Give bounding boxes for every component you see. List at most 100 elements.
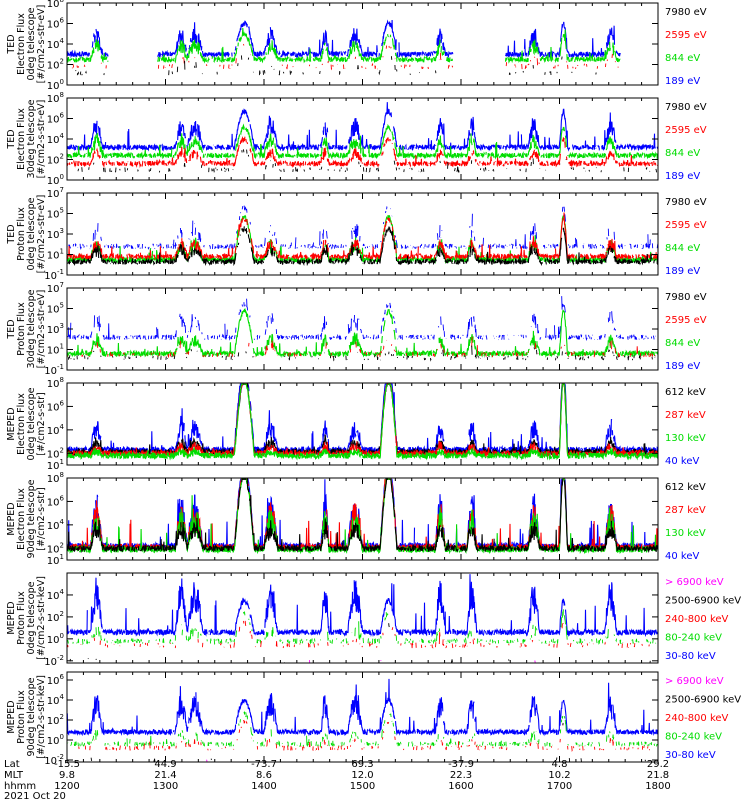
legend-label: 189 eV (665, 266, 700, 277)
time-axis-value: -73.7 (251, 759, 277, 770)
legend-label: 7980 eV (665, 7, 707, 18)
y-axis-label: Proton Flux (16, 302, 27, 356)
time-axis-row-label: hhmm (4, 781, 36, 792)
y-tick-label: 100 (47, 733, 64, 747)
time-axis-value: 22.3 (450, 770, 472, 781)
legend-label: 7980 eV (665, 292, 707, 303)
series-line (79, 720, 657, 750)
y-tick-label: 10-1 (44, 268, 64, 282)
y-axis-label: MEPED (6, 700, 17, 733)
y-tick-label: 101 (47, 343, 64, 357)
y-axis-label: [#/cm2-s-str-eV] (36, 100, 47, 179)
time-axis-value: 1200 (54, 781, 79, 792)
y-axis-label: MEPED (6, 502, 17, 535)
legend-label: 844 eV (665, 148, 700, 159)
y-tick-label: 100 (47, 78, 64, 92)
series-line (67, 123, 658, 160)
y-tick-label: 107 (47, 281, 64, 295)
y-tick-label: 104 (47, 132, 65, 146)
legend-label: 30-80 keV (665, 750, 716, 761)
y-tick-label: 106 (47, 399, 65, 413)
series-line (67, 383, 658, 459)
y-axis-label: [#/cm2-s-str-keV] (36, 576, 47, 660)
y-tick-label: 10-2 (44, 753, 64, 767)
y-axis-label: [#/cm2-s-str-keV] (36, 675, 47, 759)
y-axis-label: 90deg telescope (26, 677, 37, 756)
legend-label: 2595 eV (665, 30, 707, 41)
legend-label: > 6900 keV (665, 676, 724, 687)
series-line (67, 678, 658, 737)
y-axis-label: [#/cm2-s-str-eV] (36, 195, 47, 274)
time-axis-value: 21.4 (154, 770, 176, 781)
time-axis-value: 12.0 (351, 770, 373, 781)
y-tick-label: 105 (47, 207, 64, 221)
y-axis-label: Proton Flux (16, 591, 27, 645)
legend-label: 844 eV (665, 243, 700, 254)
time-axis-value: 21.8 (647, 770, 669, 781)
y-tick-label: 104 (47, 693, 65, 707)
legend-label: 189 eV (665, 171, 700, 182)
time-axis-value: 29.2 (647, 759, 669, 770)
y-axis-label: TED (6, 224, 17, 244)
series-line (67, 308, 658, 359)
y-axis-label: TED (6, 129, 17, 149)
y-tick-label: 106 (47, 112, 65, 126)
y-axis-label: TED (6, 34, 17, 54)
panel-frame (66, 2, 659, 86)
y-tick-label: 102 (47, 446, 64, 460)
legend-label: 189 eV (665, 361, 700, 372)
legend-label: 612 keV (665, 387, 706, 398)
legend-label: 7980 eV (665, 197, 707, 208)
y-tick-label: 108 (47, 0, 64, 10)
series-line (76, 55, 618, 75)
legend-label: 130 keV (665, 433, 706, 444)
y-axis-label: Electron Flux (16, 393, 27, 455)
series-line (67, 19, 621, 59)
panel-frame (66, 287, 659, 371)
legend-label: 2595 eV (665, 125, 707, 136)
y-tick-label: 106 (47, 17, 65, 31)
time-axis-row-label: Lat (4, 759, 20, 770)
legend-label: 2595 eV (665, 220, 707, 231)
legend-label: 844 eV (665, 53, 700, 64)
panel-1: 100 102 104 106 108 TED Electron Flux 0deg tele… (6, 0, 707, 92)
y-axis-label: [#/cm2-s-str-eV] (36, 290, 47, 369)
legend-label: 287 keV (665, 505, 706, 516)
y-tick-label: 104 (47, 37, 65, 51)
series-line (67, 574, 658, 638)
panel-frame (66, 572, 659, 664)
y-axis-label: Proton Flux (16, 690, 27, 744)
time-axis-value: 1300 (153, 781, 178, 792)
date-label: 2021 Oct 20 (4, 791, 66, 800)
legend-label: 844 eV (665, 338, 700, 349)
time-axis-value: 69.3 (351, 759, 373, 770)
y-axis-label: TED (6, 319, 17, 339)
y-tick-label: 104 (47, 423, 65, 437)
time-axis-value: 10.2 (548, 770, 570, 781)
panel-frame (66, 671, 659, 763)
legend-label: 2500-6900 keV (665, 596, 741, 607)
y-tick-label: 100 (47, 173, 64, 187)
time-axis-value: 44.9 (154, 759, 176, 770)
y-tick-label: 101 (47, 553, 64, 567)
y-axis-label: 90deg telescope (26, 479, 37, 558)
y-tick-label: 102 (47, 58, 64, 72)
panel-4: 10-1 101 103 105 107 TED Proton Flux 30deg tele… (6, 281, 707, 377)
y-axis-label: MEPED (6, 601, 17, 634)
series-line (67, 710, 658, 748)
y-tick-label: 10-2 (44, 654, 64, 668)
y-tick-label: 10-1 (44, 363, 64, 377)
series-line (67, 27, 621, 64)
series-line (67, 135, 658, 169)
y-tick-label: 102 (47, 713, 64, 727)
time-axis-value: 1700 (547, 781, 572, 792)
series-line (67, 478, 658, 553)
y-tick-label: 101 (47, 458, 64, 472)
legend-label: 40 keV (665, 456, 699, 467)
legend-label: 130 keV (665, 528, 706, 539)
series-line (68, 609, 658, 644)
y-axis-label: 30deg telescope (26, 289, 37, 368)
panel-frame (66, 192, 659, 276)
